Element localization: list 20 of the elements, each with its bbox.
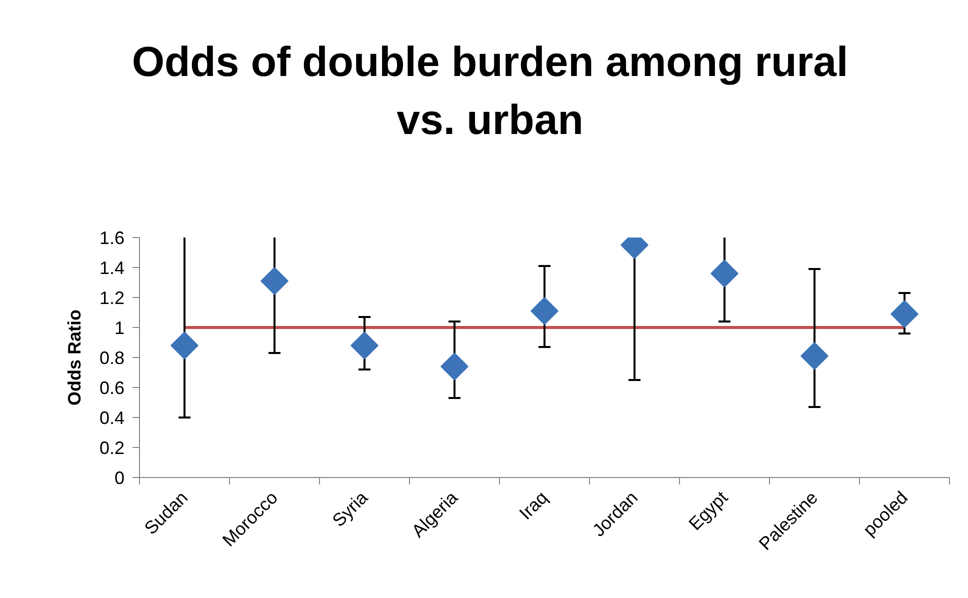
y-tick-label: 0	[114, 468, 125, 488]
point	[350, 332, 378, 360]
y-tick-label: 0.6	[99, 378, 125, 398]
y-tick-label: 1.6	[99, 228, 125, 248]
y-axis-title: Odds Ratio	[64, 309, 84, 406]
y-tick-label: 0.8	[99, 348, 125, 368]
x-tick-label: Iraq	[515, 487, 552, 524]
y-tick-label: 1	[114, 318, 125, 338]
point	[260, 267, 288, 295]
y-tick-label: 1.2	[99, 288, 125, 308]
point	[170, 332, 198, 360]
y-tick-label: 1.4	[99, 258, 125, 278]
point	[530, 297, 558, 325]
y-tick-label: 0.4	[99, 408, 125, 428]
point	[890, 300, 918, 328]
chart-title: Odds of double burden among rural vs. urban	[130, 37, 850, 145]
point	[710, 260, 738, 288]
point	[800, 342, 828, 370]
y-tick-label: 0.2	[99, 438, 125, 458]
point	[440, 352, 468, 380]
